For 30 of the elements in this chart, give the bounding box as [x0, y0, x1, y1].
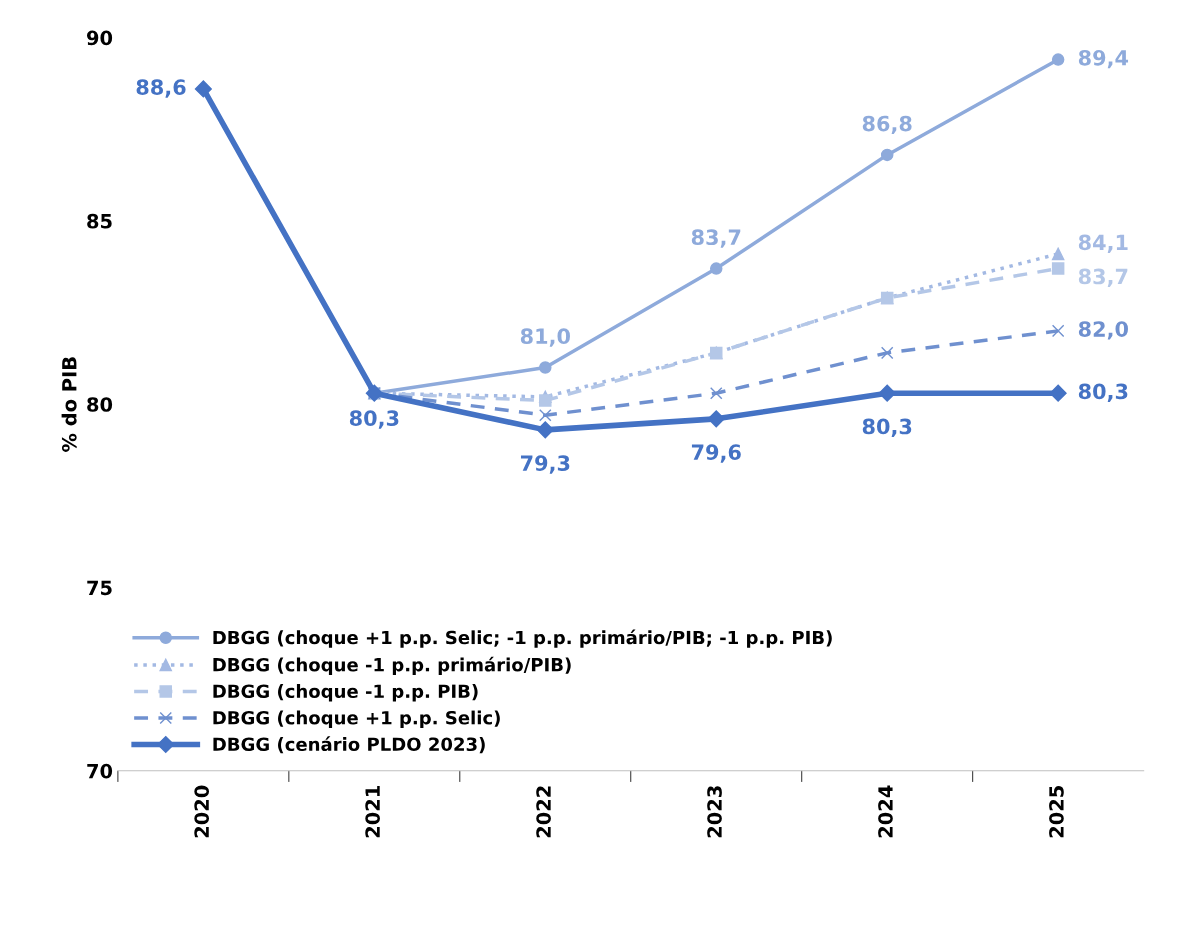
legend-label: DBGG (choque +1 p.p. Selic)	[213, 710, 500, 729]
y-tick-label: 90	[86, 30, 113, 46]
x-tick-label: 2021	[365, 786, 380, 838]
y-tick-label: 75	[87, 580, 112, 596]
x-tick-label: 2023	[707, 786, 722, 838]
data-label: 88,6	[136, 79, 186, 98]
data-label: 79,3	[520, 455, 570, 474]
legend-label: DBGG (choque +1 p.p. Selic; -1 p.p. primário/PIB; -1 p.p. PIB)	[213, 629, 832, 648]
legend-label: DBGG (choque -1 p.p. PIB)	[213, 684, 478, 702]
data-label: 81,0	[520, 328, 570, 347]
x-tick-label: 2022	[536, 786, 551, 838]
y-tick-label: 70	[87, 763, 113, 779]
data-label: 82,0	[1078, 321, 1128, 340]
x-tick-label: 2020	[194, 785, 210, 838]
data-label: 84,1	[1078, 234, 1128, 253]
data-label: 80,3	[349, 410, 399, 429]
y-tick-label: 80	[87, 397, 113, 412]
data-label: 79,6	[691, 444, 741, 463]
data-label: 80,3	[1078, 383, 1128, 402]
data-label: 83,7	[691, 229, 741, 248]
data-label: 86,8	[862, 115, 912, 135]
data-label: 89,4	[1078, 49, 1129, 69]
legend-label: DBGG (choque -1 p.p. primário/PIB)	[213, 656, 571, 676]
y-tick-label: 85	[87, 213, 112, 229]
data-label: 80,3	[862, 418, 912, 437]
data-label: 83,7	[1078, 268, 1128, 287]
x-tick-label: 2025	[1049, 786, 1064, 838]
x-tick-label: 2024	[878, 785, 893, 838]
legend-label: DBGG (cenário PLDO 2023)	[213, 736, 485, 754]
y-axis-title: % do PIB	[61, 357, 77, 452]
